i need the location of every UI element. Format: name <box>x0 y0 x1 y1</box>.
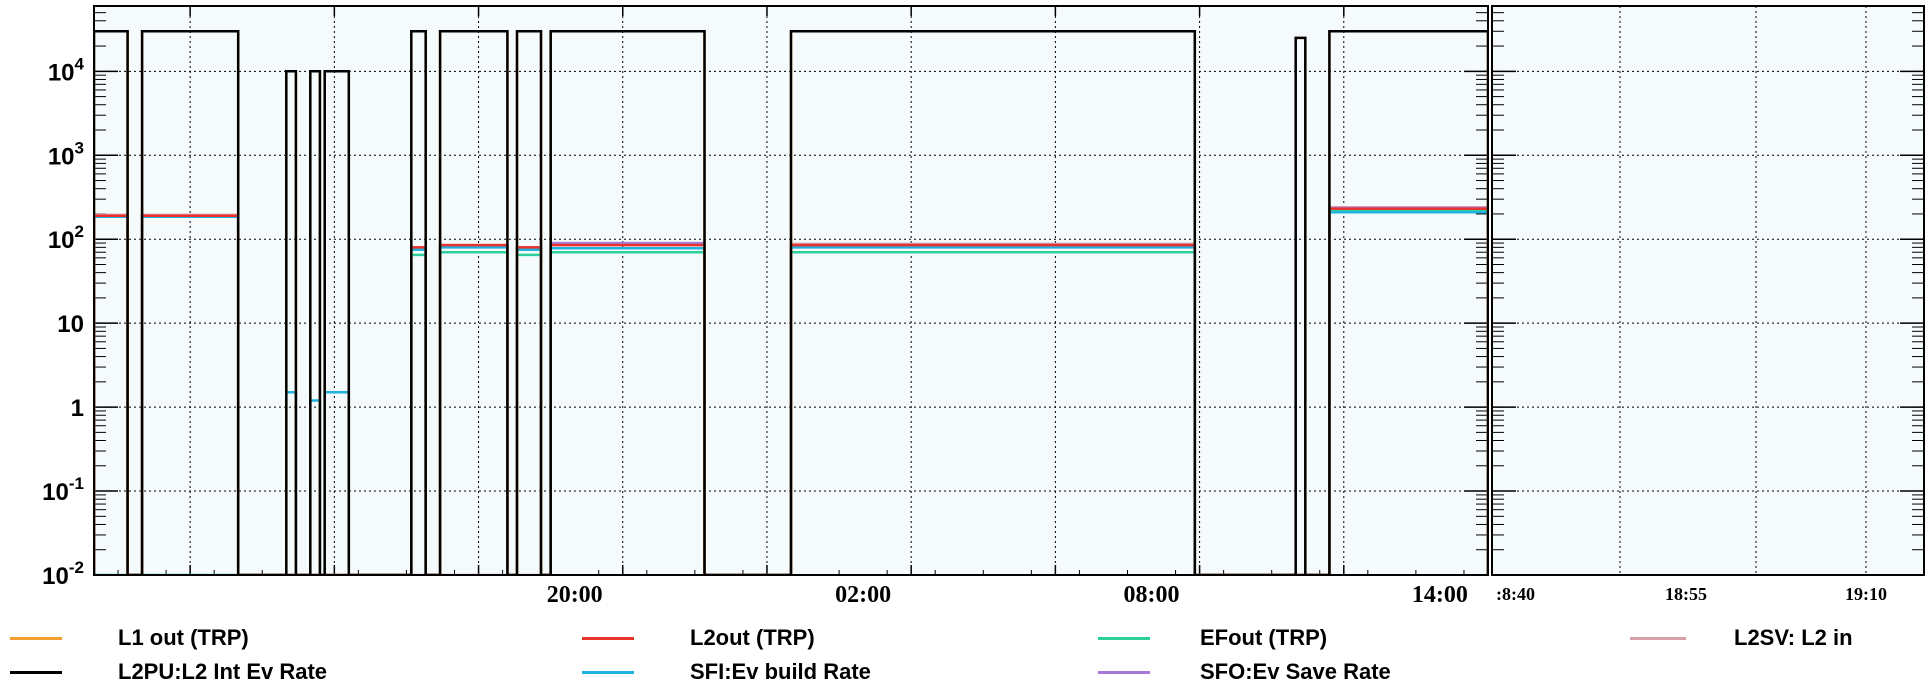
x-tick-label: 02:00 <box>835 582 891 608</box>
plot-frame <box>1491 5 1925 576</box>
legend-label: L2out (TRP) <box>690 625 815 650</box>
plot-area <box>1492 6 1924 575</box>
legend-label: L2SV: L2 in <box>1734 625 1853 650</box>
x-tick-label: 14:00 <box>1412 582 1468 608</box>
x-tick-label: 19:10 <box>1845 584 1887 604</box>
y-tick-label: 10-1 <box>42 474 84 506</box>
series-line-l2out-trp- <box>94 207 1488 575</box>
right-plot-panel: :8:40 18:55 19:10 <box>1491 5 1925 604</box>
legend-swatch <box>1098 637 1150 640</box>
y-tick-label: 104 <box>48 54 85 86</box>
y-tick-label: 10-2 <box>42 558 84 590</box>
x-tick-label: 20:00 <box>547 582 603 608</box>
legend-label: L2PU:L2 Int Ev Rate <box>118 659 328 684</box>
y-tick-label: 102 <box>48 222 84 254</box>
legend-swatch <box>10 671 62 674</box>
legend-label: EFout (TRP) <box>1200 625 1328 650</box>
legend-swatch <box>582 671 634 674</box>
y-tick-label: 103 <box>48 138 84 170</box>
y-tick-label: 1 <box>71 395 84 422</box>
legend-swatch <box>10 637 62 640</box>
series-line-sfi-ev-build-rate <box>94 210 1488 575</box>
legend-label: SFO:Ev Save Rate <box>1200 659 1391 684</box>
legend-label: SFI:Ev build Rate <box>690 659 871 684</box>
legend-swatch <box>1098 671 1150 674</box>
legend: L1 out (TRP) L2out (TRP) EFout (TRP) L2S… <box>0 620 1928 689</box>
plot-frame-top <box>93 5 1489 576</box>
x-tick-label: 18:55 <box>1665 584 1707 604</box>
x-tick-label: 08:00 <box>1124 582 1180 608</box>
x-tick-label: :8:40 <box>1496 584 1535 604</box>
legend-label: L1 out (TRP) <box>118 625 249 650</box>
y-tick-label: 10 <box>57 311 84 338</box>
legend-swatch <box>1630 637 1686 640</box>
legend-swatch <box>582 637 634 640</box>
